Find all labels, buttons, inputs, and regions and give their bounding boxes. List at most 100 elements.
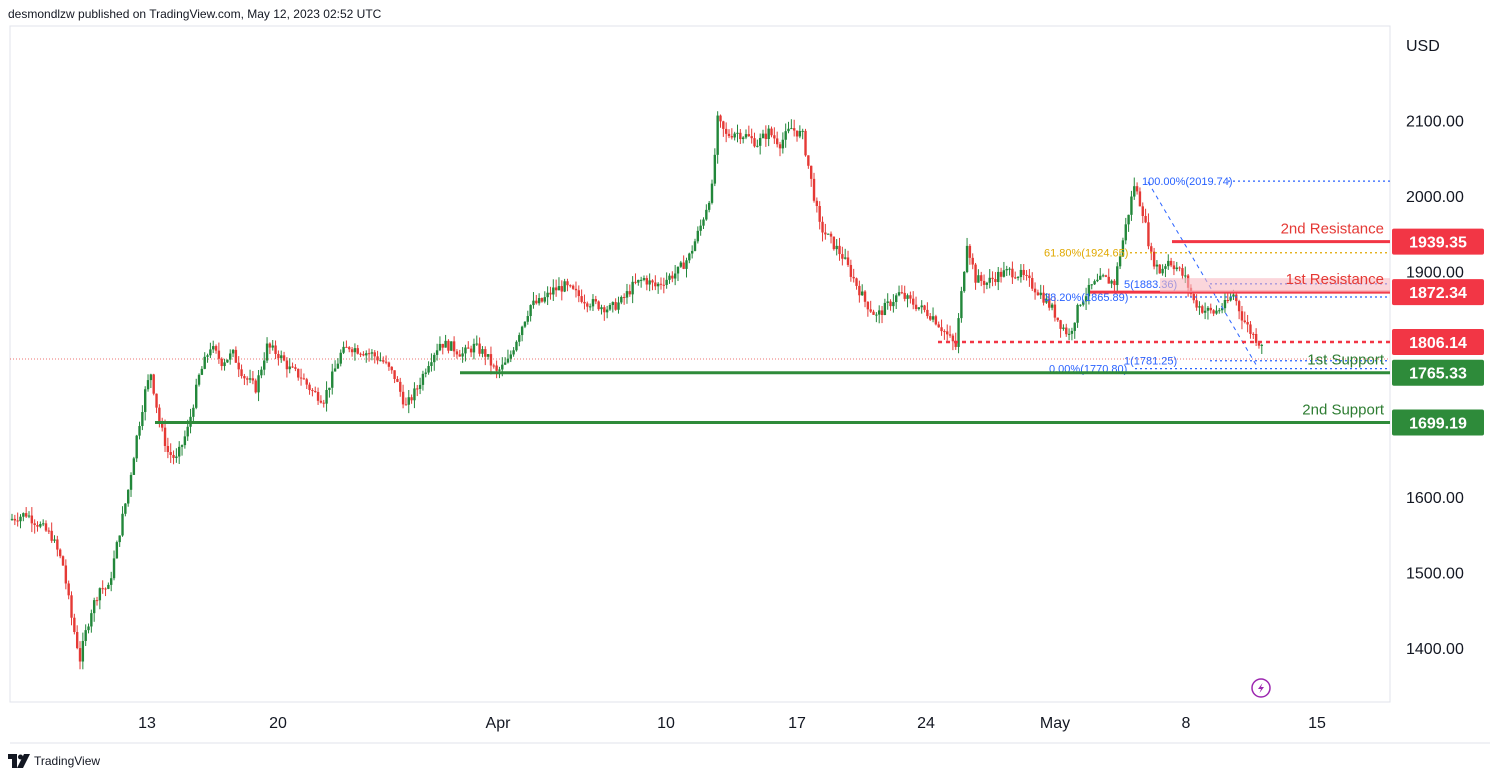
candle-body	[367, 353, 371, 355]
candle-body	[569, 285, 572, 287]
candle-body	[832, 236, 836, 250]
candle-body	[155, 393, 158, 408]
candle-body	[1127, 214, 1130, 225]
candle-body	[75, 632, 79, 649]
candle-body	[44, 523, 48, 531]
candle-body	[325, 389, 328, 404]
candle-body	[319, 400, 323, 403]
x-tick-label: 15	[1308, 715, 1326, 732]
candle-body	[107, 584, 110, 589]
candle-body	[484, 349, 487, 357]
candle-body	[1215, 310, 1218, 314]
candle-body	[1039, 292, 1042, 296]
candle-body	[736, 132, 739, 134]
plot-area[interactable]	[9, 25, 1391, 703]
candle-body	[1050, 304, 1054, 308]
candle-body	[744, 134, 748, 138]
candle-body	[41, 523, 45, 525]
candle-body	[622, 296, 626, 298]
candle-body	[532, 300, 535, 306]
candle-body	[243, 376, 246, 379]
candle-body	[795, 130, 799, 137]
candle-body	[209, 349, 212, 356]
candle-body	[1175, 267, 1178, 270]
candle-body	[818, 206, 821, 222]
candle-body	[900, 292, 904, 294]
candle-body	[1065, 327, 1068, 335]
candle-body	[809, 165, 813, 179]
candle-body	[580, 296, 583, 302]
candle-body	[861, 291, 864, 296]
candle-body	[546, 292, 549, 298]
candle-body	[353, 348, 357, 353]
candle-body	[314, 391, 317, 393]
candle-body	[1082, 301, 1085, 305]
candle-body	[750, 136, 753, 139]
candle-body	[1104, 275, 1108, 277]
candle-body	[70, 595, 73, 618]
candle-body	[186, 426, 189, 437]
candle-body	[1116, 266, 1119, 286]
candle-body	[53, 539, 56, 541]
candle-body	[1237, 301, 1241, 312]
level-price-tag[interactable]	[1392, 328, 1484, 355]
candle-body	[441, 343, 444, 348]
candle-body	[875, 314, 878, 316]
candle-body	[475, 343, 478, 345]
candle-body	[305, 379, 308, 385]
candle-body	[27, 515, 31, 517]
candle-body	[1147, 222, 1150, 247]
time-axis-area[interactable]	[10, 703, 1390, 743]
candle-body	[1070, 330, 1074, 334]
candle-body	[557, 286, 561, 291]
candle-body	[112, 558, 116, 579]
candle-body	[846, 257, 850, 265]
level-annotation: 2nd Resistance	[1281, 221, 1384, 238]
candle-body	[19, 516, 22, 522]
candle-body	[291, 366, 294, 368]
candle-body	[1031, 278, 1034, 289]
candle-body	[24, 513, 28, 517]
candle-body	[141, 412, 144, 427]
candle-body	[747, 134, 751, 137]
candle-body	[554, 287, 558, 291]
candle-body	[1107, 276, 1110, 284]
resistance-zone	[1160, 278, 1390, 293]
candle-body	[1158, 264, 1161, 274]
lightning-icon[interactable]	[1251, 678, 1271, 698]
candle-body	[906, 295, 909, 299]
candle-body	[1195, 300, 1198, 308]
candle-body	[648, 280, 651, 285]
y-tick-label: 1500.00	[1406, 566, 1464, 583]
candle-body	[328, 387, 331, 390]
candle-body	[773, 135, 776, 139]
candle-body	[1167, 260, 1170, 267]
candle-body	[1118, 256, 1122, 267]
candle-body	[143, 389, 147, 413]
candle-body	[1084, 296, 1088, 302]
candle-body	[268, 343, 272, 348]
x-tick-label: 20	[269, 715, 287, 732]
candle-body	[33, 523, 36, 525]
candle-body	[563, 281, 566, 292]
candle-body	[435, 350, 439, 355]
candle-body	[688, 253, 691, 261]
level-price-tag[interactable]	[1392, 228, 1484, 255]
candle-body	[56, 539, 59, 550]
candle-body	[628, 291, 632, 295]
level-price-tag[interactable]	[1392, 409, 1484, 436]
candle-body	[1257, 342, 1261, 346]
candle-body	[540, 298, 544, 302]
support-resistance-levels[interactable]: 1939.35 2nd Resistance 1872.34 1st Resistan…	[155, 221, 1484, 436]
candle-body	[535, 300, 538, 304]
footer-brand: TradingView	[8, 754, 100, 768]
level-price-tag[interactable]	[1392, 279, 1484, 306]
candle-body	[450, 341, 453, 351]
candle-body	[991, 277, 994, 280]
candle-body	[163, 427, 167, 446]
candle-body	[22, 513, 25, 517]
level-price-tag[interactable]	[1392, 359, 1484, 386]
candle-body	[135, 435, 138, 459]
candle-body	[226, 359, 229, 363]
